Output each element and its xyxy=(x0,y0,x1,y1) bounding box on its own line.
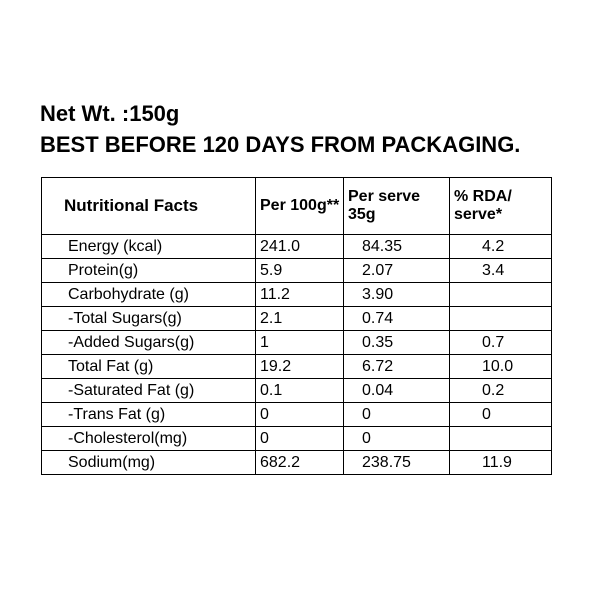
per-100g-value: 682.2 xyxy=(255,450,344,475)
rda-value: 11.9 xyxy=(449,450,552,475)
rda-value: 0.7 xyxy=(449,330,552,355)
net-weight: Net Wt. :150g xyxy=(40,101,180,126)
column-header-per-100g: Per 100g** xyxy=(255,177,344,235)
per-100g-value: 0.1 xyxy=(255,378,344,403)
rda-value xyxy=(449,282,552,307)
per-serve-value: 84.35 xyxy=(343,234,450,259)
table-row: -Added Sugars(g) 1 0.35 0.7 xyxy=(41,330,552,355)
table-row: -Saturated Fat (g) 0.1 0.04 0.2 xyxy=(41,378,552,403)
nutrient-name: Protein(g) xyxy=(41,258,256,283)
nutrient-name: -Cholesterol(mg) xyxy=(41,426,256,451)
nutrient-name: Energy (kcal) xyxy=(41,234,256,259)
per-100g-value: 19.2 xyxy=(255,354,344,379)
rda-value: 0 xyxy=(449,402,552,427)
per-100g-value: 5.9 xyxy=(255,258,344,283)
per-100g-value: 0 xyxy=(255,402,344,427)
rda-value: 4.2 xyxy=(449,234,552,259)
per-100g-value: 0 xyxy=(255,426,344,451)
table-row: -Total Sugars(g) 2.1 0.74 xyxy=(41,306,552,331)
table-row: Energy (kcal) 241.0 84.35 4.2 xyxy=(41,234,552,259)
rda-value: 0.2 xyxy=(449,378,552,403)
column-header-nutrient: Nutritional Facts xyxy=(41,177,256,235)
best-before-notice: BEST BEFORE 120 DAYS FROM PACKAGING. xyxy=(40,132,521,157)
per-serve-value: 2.07 xyxy=(343,258,450,283)
per-serve-value: 0.35 xyxy=(343,330,450,355)
table-row: Carbohydrate (g) 11.2 3.90 xyxy=(41,282,552,307)
nutrient-name: -Trans Fat (g) xyxy=(41,402,256,427)
per-100g-value: 1 xyxy=(255,330,344,355)
per-serve-value: 6.72 xyxy=(343,354,450,379)
nutrient-name: Sodium(mg) xyxy=(41,450,256,475)
table-header-row: Nutritional Facts Per 100g** Per serve 3… xyxy=(41,177,552,235)
rda-value: 10.0 xyxy=(449,354,552,379)
per-serve-value: 0.04 xyxy=(343,378,450,403)
rda-value xyxy=(449,426,552,451)
nutrient-name: -Total Sugars(g) xyxy=(41,306,256,331)
per-100g-value: 11.2 xyxy=(255,282,344,307)
per-serve-value: 0.74 xyxy=(343,306,450,331)
per-100g-value: 241.0 xyxy=(255,234,344,259)
table-row: Total Fat (g) 19.2 6.72 10.0 xyxy=(41,354,552,379)
nutrient-name: -Added Sugars(g) xyxy=(41,330,256,355)
column-header-per-serve: Per serve 35g xyxy=(343,177,450,235)
per-serve-value: 0 xyxy=(343,402,450,427)
table-row: -Trans Fat (g) 0 0 0 xyxy=(41,402,552,427)
rda-value xyxy=(449,306,552,331)
nutrient-name: -Saturated Fat (g) xyxy=(41,378,256,403)
column-header-rda: % RDA/ serve* xyxy=(449,177,552,235)
rda-value: 3.4 xyxy=(449,258,552,283)
table-row: Protein(g) 5.9 2.07 3.4 xyxy=(41,258,552,283)
per-100g-value: 2.1 xyxy=(255,306,344,331)
table-row: -Cholesterol(mg) 0 0 xyxy=(41,426,552,451)
nutrition-facts-table: Nutritional Facts Per 100g** Per serve 3… xyxy=(41,177,552,475)
nutrient-name: Carbohydrate (g) xyxy=(41,282,256,307)
per-serve-value: 0 xyxy=(343,426,450,451)
nutrient-name: Total Fat (g) xyxy=(41,354,256,379)
table-row: Sodium(mg) 682.2 238.75 11.9 xyxy=(41,450,552,475)
per-serve-value: 238.75 xyxy=(343,450,450,475)
per-serve-value: 3.90 xyxy=(343,282,450,307)
